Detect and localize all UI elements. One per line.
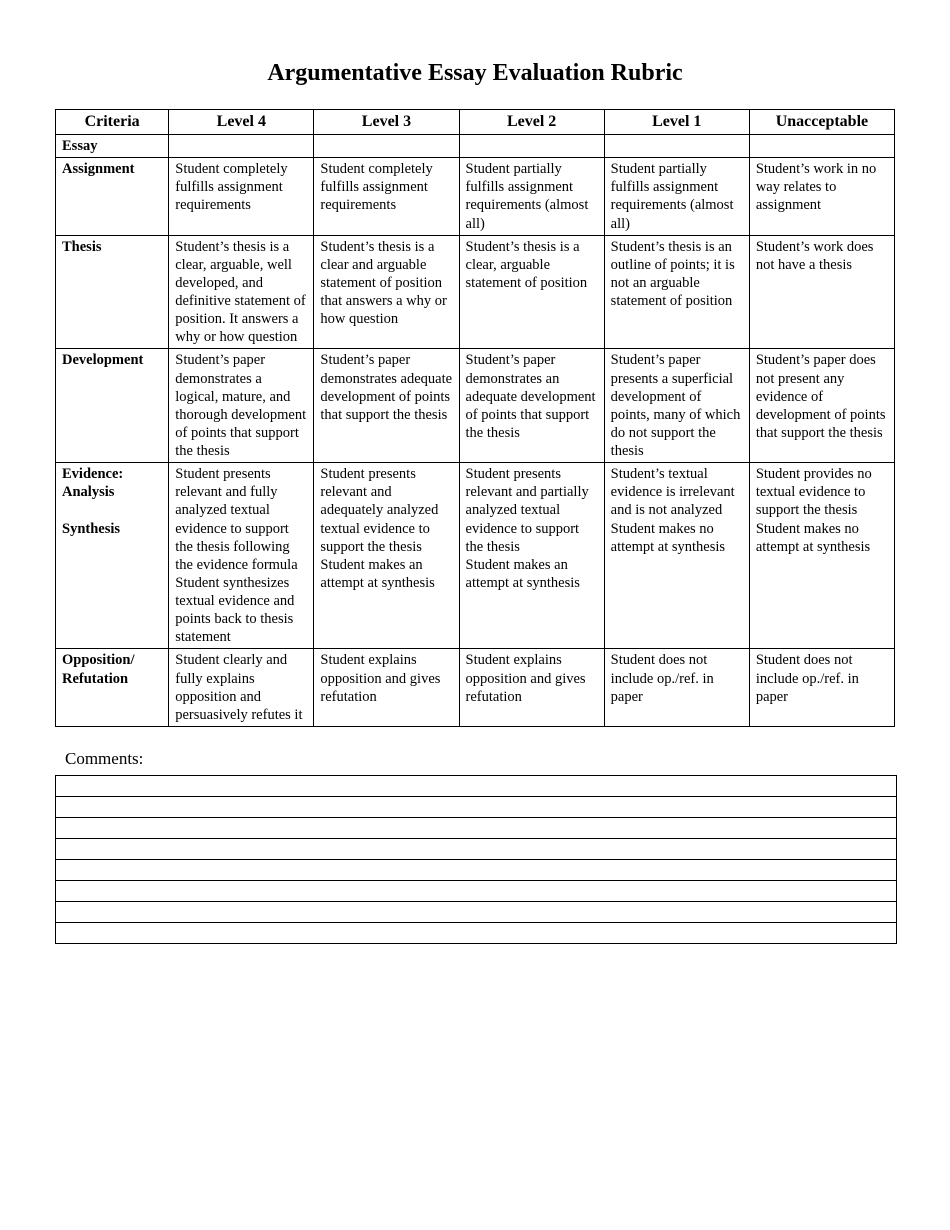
rubric-cell: Student’s work does not have a thesis bbox=[749, 235, 894, 349]
comments-line[interactable] bbox=[56, 923, 896, 943]
rubric-cell bbox=[749, 135, 894, 158]
rubric-cell: Student’s thesis is a clear and arguable… bbox=[314, 235, 459, 349]
col-header-level1: Level 1 bbox=[604, 110, 749, 135]
rubric-cell: Student presents relevant and fully anal… bbox=[169, 463, 314, 649]
rubric-cell bbox=[169, 135, 314, 158]
table-row: Opposition/ RefutationStudent clearly an… bbox=[56, 649, 895, 727]
rubric-cell: Student does not include op./ref. in pap… bbox=[604, 649, 749, 727]
rubric-cell: Student clearly and fully explains oppos… bbox=[169, 649, 314, 727]
criteria-cell: Assignment bbox=[56, 158, 169, 236]
page-title: Argumentative Essay Evaluation Rubric bbox=[55, 60, 895, 87]
table-row: Essay bbox=[56, 135, 895, 158]
rubric-cell: Student’s paper demonstrates a logical, … bbox=[169, 349, 314, 463]
rubric-cell: Student does not include op./ref. in pap… bbox=[749, 649, 894, 727]
rubric-cell: Student’s paper demonstrates adequate de… bbox=[314, 349, 459, 463]
rubric-cell: Student partially fulfills assignment re… bbox=[604, 158, 749, 236]
criteria-cell: Essay bbox=[56, 135, 169, 158]
table-row: Evidence: Analysis SynthesisStudent pres… bbox=[56, 463, 895, 649]
comments-line[interactable] bbox=[56, 776, 896, 797]
rubric-cell: Student’s thesis is a clear, arguable, w… bbox=[169, 235, 314, 349]
rubric-table: Criteria Level 4 Level 3 Level 2 Level 1… bbox=[55, 109, 895, 727]
col-header-level4: Level 4 bbox=[169, 110, 314, 135]
criteria-cell: Development bbox=[56, 349, 169, 463]
rubric-cell: Student partially fulfills assignment re… bbox=[459, 158, 604, 236]
rubric-cell bbox=[459, 135, 604, 158]
rubric-cell: Student’s thesis is a clear, arguable st… bbox=[459, 235, 604, 349]
rubric-cell: Student’s work in no way relates to assi… bbox=[749, 158, 894, 236]
col-header-criteria: Criteria bbox=[56, 110, 169, 135]
comments-line[interactable] bbox=[56, 818, 896, 839]
criteria-cell: Opposition/ Refutation bbox=[56, 649, 169, 727]
comments-line[interactable] bbox=[56, 839, 896, 860]
rubric-cell: Student explains opposition and gives re… bbox=[459, 649, 604, 727]
col-header-unacceptable: Unacceptable bbox=[749, 110, 894, 135]
table-header-row: Criteria Level 4 Level 3 Level 2 Level 1… bbox=[56, 110, 895, 135]
rubric-cell: Student presents relevant and partially … bbox=[459, 463, 604, 649]
rubric-cell bbox=[604, 135, 749, 158]
comments-label: Comments: bbox=[65, 749, 895, 769]
rubric-cell: Student explains opposition and gives re… bbox=[314, 649, 459, 727]
rubric-cell: Student completely fulfills assignment r… bbox=[314, 158, 459, 236]
rubric-cell: Student’s paper presents a superficial d… bbox=[604, 349, 749, 463]
rubric-cell: Student completely fulfills assignment r… bbox=[169, 158, 314, 236]
rubric-cell: Student presents relevant and adequately… bbox=[314, 463, 459, 649]
rubric-cell: Student provides no textual evidence to … bbox=[749, 463, 894, 649]
comments-line[interactable] bbox=[56, 797, 896, 818]
rubric-cell: Student’s paper demonstrates an adequate… bbox=[459, 349, 604, 463]
rubric-cell: Student’s paper does not present any evi… bbox=[749, 349, 894, 463]
table-row: ThesisStudent’s thesis is a clear, argua… bbox=[56, 235, 895, 349]
comments-line[interactable] bbox=[56, 902, 896, 923]
rubric-cell: Student’s textual evidence is irrelevant… bbox=[604, 463, 749, 649]
comments-box[interactable] bbox=[55, 775, 897, 944]
table-row: DevelopmentStudent’s paper demonstrates … bbox=[56, 349, 895, 463]
rubric-cell bbox=[314, 135, 459, 158]
col-header-level3: Level 3 bbox=[314, 110, 459, 135]
col-header-level2: Level 2 bbox=[459, 110, 604, 135]
table-row: AssignmentStudent completely fulfills as… bbox=[56, 158, 895, 236]
rubric-cell: Student’s thesis is an outline of points… bbox=[604, 235, 749, 349]
criteria-cell: Thesis bbox=[56, 235, 169, 349]
comments-line[interactable] bbox=[56, 881, 896, 902]
comments-line[interactable] bbox=[56, 860, 896, 881]
criteria-cell: Evidence: Analysis Synthesis bbox=[56, 463, 169, 649]
